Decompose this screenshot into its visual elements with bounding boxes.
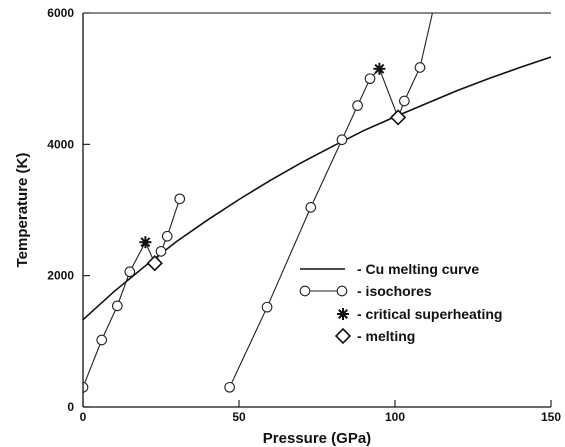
isochore-point [96, 334, 108, 346]
isochore-point [155, 246, 167, 257]
critical-superheating-point [373, 62, 386, 75]
melting-point [146, 255, 163, 272]
legend-label: - Cu melting curve [357, 261, 479, 277]
legend-item: - Cu melting curve [300, 261, 479, 277]
melting-point [389, 109, 407, 126]
axes: 0 50 100 150 0 2000 4000 6000 [47, 6, 561, 424]
isochore-line-1 [83, 198, 181, 388]
y-tick-label: 6000 [47, 6, 74, 20]
legend-circle-swatch [299, 285, 311, 297]
isochore-point [174, 193, 186, 205]
legend-label: - critical superheating [357, 306, 502, 322]
y-tick-label: 2000 [47, 269, 74, 283]
x-axis-label: Pressure (GPa) [263, 430, 371, 447]
isochore-point [111, 300, 123, 312]
legend-asterisk-swatch [337, 308, 349, 320]
isochore-point [336, 134, 348, 146]
legend-label: - melting [357, 328, 415, 344]
y-axis-label: Temperature (K) [14, 153, 31, 268]
isochore-point [224, 381, 235, 393]
cu-melting-curve [83, 56, 551, 321]
x-tick-label: 50 [232, 410, 246, 424]
legend-circle-swatch [336, 285, 348, 297]
legend-item: - critical superheating [337, 306, 502, 322]
isochore-point [352, 100, 363, 111]
x-tick-label: 0 [80, 410, 87, 424]
y-tick-label: 0 [67, 400, 74, 414]
legend-label: - isochores [357, 283, 432, 299]
x-tick-label: 100 [385, 410, 405, 424]
legend-item: - isochores [299, 283, 432, 299]
isochore-point [83, 381, 89, 393]
isochore-point [364, 73, 376, 85]
isochore-point [399, 95, 410, 107]
plot-area [83, 13, 551, 393]
isochore-point [305, 202, 317, 213]
legend: - Cu melting curve - isochores - critical … [299, 261, 502, 345]
critical-superheating-point [139, 236, 152, 249]
legend-item: - melting [334, 327, 415, 345]
y-tick-label: 4000 [47, 137, 74, 151]
x-tick-label: 150 [541, 410, 561, 424]
isochore-point [124, 266, 136, 278]
isochore-point [261, 301, 273, 313]
legend-diamond-swatch [334, 327, 352, 345]
isochore-point [161, 230, 173, 242]
isochore-point [414, 62, 426, 73]
